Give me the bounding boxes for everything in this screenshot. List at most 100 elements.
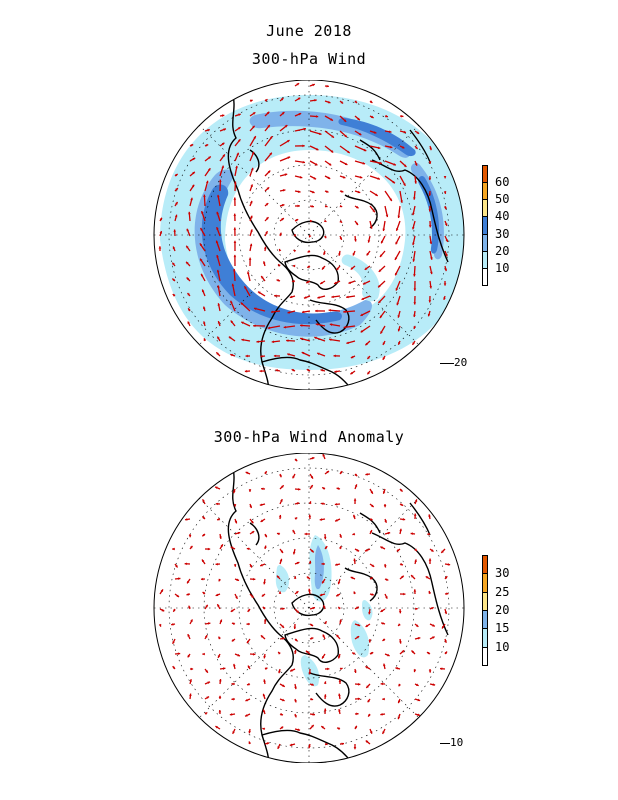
wind-arrow-head xyxy=(233,490,236,494)
wind-arrow-head xyxy=(414,548,417,552)
wind-arrow-head xyxy=(218,636,221,640)
colorbar-label: 10 xyxy=(495,260,510,275)
wind-arrow-head xyxy=(246,547,250,551)
wind-arrow-head xyxy=(190,197,193,201)
wind-arrow-head xyxy=(231,697,234,701)
wind-arrow-head xyxy=(264,534,267,538)
wind-arrow-head xyxy=(188,605,191,609)
wind-arrow-head xyxy=(323,252,326,255)
wind-arrow-head xyxy=(276,532,280,536)
wind-arrow-head xyxy=(369,731,373,734)
wind-arrow-head xyxy=(207,547,211,551)
wind-arrow-head xyxy=(233,240,237,244)
colorbar-label: 30 xyxy=(495,566,510,581)
wind-arrow-head xyxy=(217,517,220,521)
wind-arrow-head xyxy=(260,519,264,522)
wind-arrow-head xyxy=(207,128,210,132)
wind-arrow-head xyxy=(413,197,416,200)
wind-arrow-head xyxy=(354,239,357,242)
wind-arrow-head xyxy=(252,112,256,115)
wind-arrow-head xyxy=(365,666,369,669)
wind-arrow-head xyxy=(428,300,432,303)
graticule xyxy=(154,80,464,390)
wind-arrow-head xyxy=(442,625,445,629)
wind-arrow-head xyxy=(161,608,165,612)
wind-arrow-head xyxy=(444,611,448,615)
wind-arrow-head xyxy=(283,325,287,329)
wind-arrow-head xyxy=(279,474,282,478)
wind-arrow-head xyxy=(309,234,312,238)
wind-arrow-head xyxy=(398,623,401,626)
wind-arrow-head xyxy=(261,487,264,491)
anomaly-map-border xyxy=(153,453,465,763)
wind-arrow-head xyxy=(403,183,406,186)
wind-arrow-head xyxy=(186,245,189,249)
wind-arrow-head xyxy=(280,713,283,716)
wind-arrow-head xyxy=(284,173,288,177)
wind-arrow-head xyxy=(336,487,340,490)
wind-arrow-head xyxy=(278,264,281,267)
wind-arrow-head xyxy=(356,712,359,716)
wind-arrow-head xyxy=(217,655,221,658)
wind-arrow-head xyxy=(370,652,374,655)
wind-arrow-head xyxy=(397,315,401,318)
wind-arrow-head xyxy=(291,369,295,372)
wind-arrow-head xyxy=(396,302,400,306)
wind-arrow-head xyxy=(327,100,331,104)
wind-arrow-head xyxy=(176,594,180,598)
wind-arrow-head xyxy=(293,250,297,253)
wind-arrow-head xyxy=(324,621,327,624)
wind-arrow-head xyxy=(337,727,340,730)
wind-arrow-head xyxy=(263,246,267,250)
wind-arrow-head xyxy=(292,551,296,555)
wind-arrow-head xyxy=(203,194,206,197)
wind-arrow-head xyxy=(234,181,237,184)
wind-arrow-head xyxy=(186,261,189,265)
coastlines xyxy=(227,464,449,763)
wind-arrow-head xyxy=(172,641,175,644)
colorbar-box xyxy=(482,628,488,648)
wind-arrow-head xyxy=(292,475,295,479)
wind-arrow-head xyxy=(355,222,358,226)
wind-arrow-head xyxy=(317,296,320,299)
wind-arrow-head xyxy=(202,533,205,537)
wind-arrow-head xyxy=(297,204,300,208)
wind-arrow-head xyxy=(269,136,273,139)
wind-arrow-head xyxy=(266,111,270,115)
wind-arrow-head xyxy=(245,714,248,717)
wind-arrow-head xyxy=(428,209,432,212)
wind-arrow-head xyxy=(219,619,223,623)
wind-arrow-head xyxy=(218,679,222,682)
wind-arrow-head xyxy=(202,306,206,310)
wind-arrow-head xyxy=(199,243,203,247)
wind-arrow-head xyxy=(310,697,314,701)
wind-arrow-head xyxy=(190,545,193,549)
wind-arrow-head xyxy=(311,549,314,553)
wind-arrow-head xyxy=(322,266,325,270)
wind-arrow-head xyxy=(414,163,418,166)
wind-arrow-head xyxy=(284,125,288,128)
colorbar-label: 15 xyxy=(495,621,510,636)
wind-arrow-head xyxy=(293,234,297,237)
wind-arrow-head xyxy=(216,352,219,355)
wind-arrow-head xyxy=(202,516,205,519)
wind-arrow-head xyxy=(382,357,386,360)
wind-arrow-head xyxy=(339,237,342,240)
wind-arrow-head xyxy=(354,484,358,487)
wind-arrow-head xyxy=(263,261,266,264)
wind-arrow-head xyxy=(336,267,339,271)
wind-arrow-head xyxy=(338,253,341,256)
wind-arrow-head xyxy=(246,682,250,686)
wind-arrow-head xyxy=(221,114,225,117)
wind-arrow-head xyxy=(400,200,403,203)
wind-arrow-head xyxy=(298,190,301,193)
wind-arrow-head xyxy=(237,127,241,130)
wind-arrow-head xyxy=(260,354,263,358)
wind-arrow-head xyxy=(428,514,431,517)
wind-arrow-head xyxy=(236,152,239,156)
wind-arrow-head xyxy=(413,589,417,592)
wind-arrow-head xyxy=(231,622,235,626)
wind-arrow-head xyxy=(416,131,420,134)
wind-arrow-head xyxy=(286,339,289,342)
wind-arrow-head xyxy=(432,624,435,627)
